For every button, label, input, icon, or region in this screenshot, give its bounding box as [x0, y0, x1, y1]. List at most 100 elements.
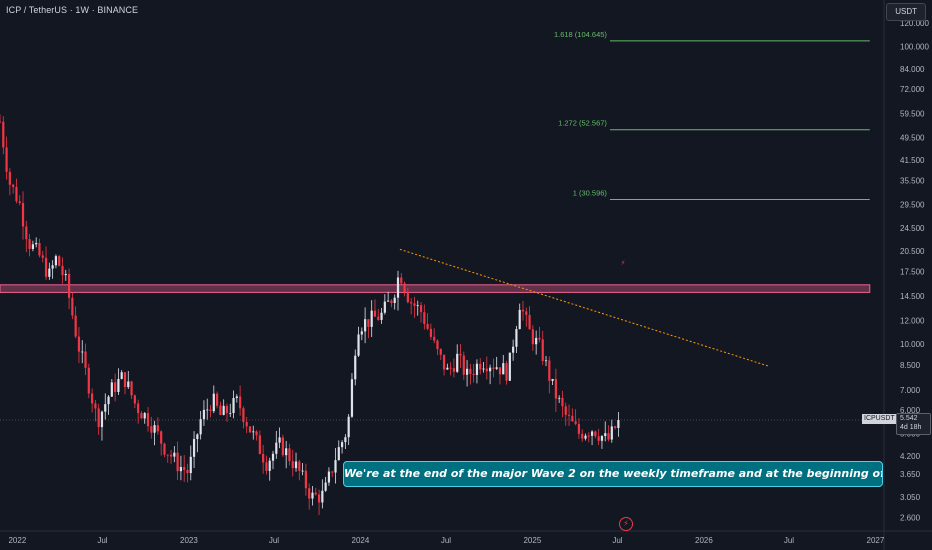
candle [600, 435, 604, 449]
candle [308, 483, 311, 510]
candle-body [215, 393, 219, 406]
candle-body [419, 305, 423, 313]
time-axis[interactable]: 2022 Jul 2023 Jul 2024 Jul 2025 Jul 2026 Jul 2027 [8, 536, 884, 545]
candle [41, 250, 44, 263]
currency-button[interactable]: USDT [886, 3, 926, 21]
candle [442, 354, 446, 376]
candle-body [97, 408, 100, 428]
candle [541, 330, 544, 365]
candle [594, 430, 597, 439]
candle-body [107, 396, 110, 405]
candle [551, 378, 554, 385]
candle [505, 360, 508, 385]
candle [235, 394, 238, 403]
candle-body [485, 368, 488, 372]
candle [370, 300, 373, 337]
candle [567, 404, 571, 426]
candle-body [370, 310, 373, 327]
candle [574, 409, 577, 426]
candle-body [581, 433, 584, 439]
candle [48, 262, 51, 280]
candle [140, 410, 143, 419]
candle-body [594, 431, 597, 437]
candle [357, 326, 360, 357]
candle-body [163, 443, 166, 455]
candle-body [564, 406, 567, 415]
candle-body [426, 323, 429, 329]
candle-body [518, 309, 521, 330]
candle [84, 343, 87, 376]
candle [196, 433, 199, 453]
candle-body [21, 202, 25, 227]
candle-body [137, 403, 140, 414]
candle-body [456, 353, 459, 372]
candle [525, 307, 528, 327]
candle-body [5, 147, 8, 172]
candle [278, 427, 281, 449]
candle [373, 299, 377, 317]
candles-layer [0, 114, 620, 515]
candle-body [301, 470, 304, 472]
candle-body [590, 431, 594, 436]
candle [426, 313, 429, 331]
candle [436, 339, 439, 356]
candle [564, 402, 567, 426]
candle [5, 136, 8, 180]
candle [577, 418, 581, 439]
candle [446, 363, 449, 370]
candle-body [377, 316, 380, 320]
symbol-title: ICP / TetherUS · 1W · BINANCE [6, 5, 139, 15]
candle-body [206, 409, 209, 411]
price-tick-label: 10.000 [900, 340, 925, 349]
candle-body [574, 421, 577, 424]
candle-body [77, 336, 81, 352]
candle-body [561, 397, 564, 407]
candle [156, 417, 159, 435]
candle [354, 349, 357, 386]
candle-body [58, 256, 61, 266]
candle [209, 404, 212, 418]
candle-body [133, 395, 136, 404]
price-tick-label: 100.000 [900, 43, 929, 52]
candle-body [396, 277, 400, 298]
candle [100, 410, 104, 441]
candle-body [229, 412, 232, 414]
candle-body [469, 368, 472, 374]
candle [31, 240, 34, 252]
candle-body [252, 431, 255, 433]
candle [515, 325, 518, 353]
candle [133, 394, 136, 409]
candle-body [87, 367, 90, 394]
candle-body [383, 301, 386, 313]
candle-body [442, 354, 446, 370]
candle [508, 352, 511, 382]
candle-body [337, 447, 340, 461]
candle [521, 301, 525, 321]
candle-body [196, 434, 199, 440]
candle [21, 191, 25, 240]
candle-body [446, 367, 449, 370]
candle-body [242, 408, 245, 423]
bar-countdown: 4d 18h [900, 424, 922, 431]
candle-body [482, 368, 485, 370]
candle [166, 454, 169, 463]
candle-body [617, 420, 620, 428]
time-tick-label: 2026 [695, 536, 713, 545]
lightning-icon[interactable]: ⚡ [619, 517, 633, 531]
candle [301, 463, 304, 476]
candle-body [117, 378, 120, 392]
candle [393, 294, 396, 310]
candle [242, 406, 245, 429]
candle-body [44, 257, 48, 277]
candle-body [166, 454, 169, 456]
analysis-callout: We're at the end of the major Wave 2 on … [343, 461, 883, 487]
candle [390, 299, 393, 308]
resistance-zone [0, 284, 871, 293]
candle [475, 359, 479, 384]
candle [150, 416, 153, 439]
candle-body [245, 422, 248, 427]
price-tick-label: 49.500 [900, 133, 925, 142]
candle-body [160, 431, 163, 444]
candle [383, 294, 386, 315]
